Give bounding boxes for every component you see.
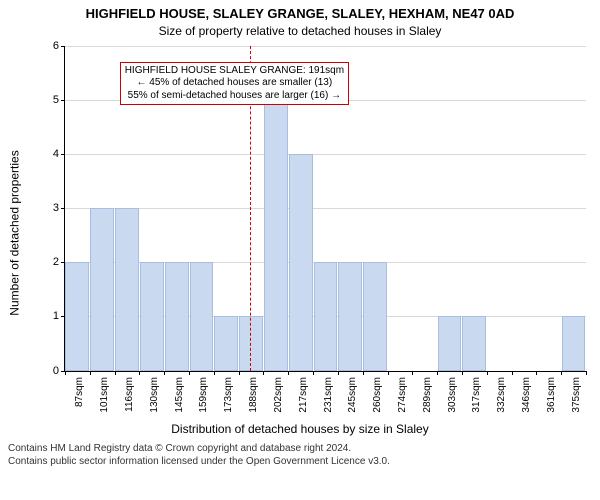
x-axis-label: Distribution of detached houses by size … xyxy=(0,422,600,436)
x-tick xyxy=(90,371,91,375)
y-tick-label: 5 xyxy=(53,94,65,106)
annotation-line: ← 45% of detached houses are smaller (13… xyxy=(125,77,344,90)
gridline xyxy=(65,46,586,47)
y-tick-label: 2 xyxy=(53,256,65,268)
x-tick-label: 274sqm xyxy=(397,341,408,377)
x-tick xyxy=(313,371,314,375)
gridline xyxy=(65,154,586,155)
x-tick-label: 116sqm xyxy=(124,342,135,377)
x-tick xyxy=(239,371,240,375)
x-tick-label: 245sqm xyxy=(347,341,358,377)
footer-line-2: Contains public sector information licen… xyxy=(8,455,592,468)
annotation-line: HIGHFIELD HOUSE SLALEY GRANGE: 191sqm xyxy=(125,65,344,78)
x-tick-label: 101sqm xyxy=(99,341,110,377)
bar xyxy=(289,154,313,371)
x-tick-label: 260sqm xyxy=(372,341,383,377)
annotation-line: 55% of semi-detached houses are larger (… xyxy=(125,90,344,103)
x-tick-label: 159sqm xyxy=(198,341,209,377)
x-tick xyxy=(214,371,215,375)
x-tick xyxy=(363,371,364,375)
x-tick xyxy=(115,371,116,375)
x-tick-label: 231sqm xyxy=(323,341,334,377)
x-tick-label: 145sqm xyxy=(174,341,185,377)
x-tick-label: 202sqm xyxy=(273,341,284,377)
x-tick xyxy=(263,371,264,375)
x-tick xyxy=(189,371,190,375)
x-tick xyxy=(139,371,140,375)
annotation-box: HIGHFIELD HOUSE SLALEY GRANGE: 191sqm← 4… xyxy=(120,62,349,106)
x-tick-label: 317sqm xyxy=(471,341,482,377)
x-tick-label: 173sqm xyxy=(223,341,234,377)
gridline xyxy=(65,208,586,209)
bar xyxy=(264,100,288,371)
chart-title: HIGHFIELD HOUSE, SLALEY GRANGE, SLALEY, … xyxy=(0,0,600,22)
x-tick xyxy=(487,371,488,375)
x-tick-label: 130sqm xyxy=(149,341,160,377)
x-tick xyxy=(338,371,339,375)
x-tick xyxy=(561,371,562,375)
x-tick xyxy=(288,371,289,375)
footer-attribution: Contains HM Land Registry data © Crown c… xyxy=(0,438,600,474)
y-tick-label: 1 xyxy=(53,310,65,322)
y-axis-label: Number of detached properties xyxy=(6,78,24,388)
y-tick-label: 6 xyxy=(53,40,65,52)
chart-area: Number of detached properties 012345687s… xyxy=(0,38,600,438)
x-tick xyxy=(586,371,587,375)
x-tick-label: 346sqm xyxy=(521,341,532,377)
x-tick-label: 289sqm xyxy=(422,341,433,377)
x-tick xyxy=(412,371,413,375)
x-tick-label: 361sqm xyxy=(546,341,557,377)
x-tick xyxy=(437,371,438,375)
x-tick-label: 332sqm xyxy=(496,341,507,377)
plot-area: 012345687sqm101sqm116sqm130sqm145sqm159s… xyxy=(64,46,586,372)
y-tick-label: 0 xyxy=(53,365,65,377)
x-tick xyxy=(512,371,513,375)
x-tick xyxy=(65,371,66,375)
x-tick-label: 375sqm xyxy=(571,341,582,377)
x-tick xyxy=(462,371,463,375)
x-tick-label: 217sqm xyxy=(298,341,309,377)
x-tick xyxy=(164,371,165,375)
x-tick xyxy=(536,371,537,375)
chart-subtitle: Size of property relative to detached ho… xyxy=(0,22,600,38)
x-tick-label: 87sqm xyxy=(74,347,85,377)
x-tick xyxy=(388,371,389,375)
y-tick-label: 4 xyxy=(53,148,65,160)
y-tick-label: 3 xyxy=(53,202,65,214)
footer-line-1: Contains HM Land Registry data © Crown c… xyxy=(8,442,592,455)
x-tick-label: 303sqm xyxy=(447,341,458,377)
